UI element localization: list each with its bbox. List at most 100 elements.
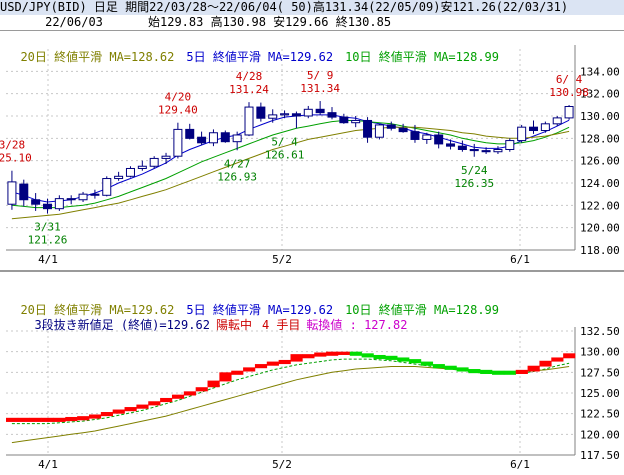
brick-up (266, 361, 279, 366)
brick-up (219, 372, 232, 382)
panel-separator (0, 270, 624, 272)
candle-up (102, 178, 112, 196)
bottom-ytick-label: 125.00 (580, 387, 620, 400)
chart-header-period: USD/JPY(BID) 日足 期間22/03/28〜22/06/04( 50)… (0, 0, 624, 16)
candle-up (517, 126, 527, 142)
top-line-ma20 (11, 126, 570, 220)
annotation-value: 121.26 (28, 234, 68, 247)
candle-down (529, 126, 539, 132)
brick-up (136, 404, 149, 409)
brick-up (53, 417, 66, 422)
bottom-xtick-label: 5/2 (272, 458, 292, 471)
candle-up (208, 132, 218, 144)
annotation-value: 126.93 (217, 170, 257, 183)
brick-up (148, 401, 161, 406)
annotation-date: 4/28 (236, 70, 263, 83)
candle-up (351, 119, 361, 124)
status-main: 3段抜き新値足 (終値)=129.62 (34, 318, 210, 332)
candle-up (540, 123, 550, 132)
brick-up (195, 387, 208, 392)
candle-up (268, 114, 278, 119)
candle-up (78, 193, 88, 201)
brick-down (480, 369, 493, 374)
annotation-date: 5/ 9 (307, 69, 334, 82)
candle-down (220, 132, 230, 143)
candle-down (197, 136, 207, 144)
brick-up (88, 414, 102, 419)
candle-up (493, 149, 503, 153)
brick-down (349, 351, 362, 356)
annotation-value: 129.40 (158, 104, 198, 117)
top-ytick-label: 120.00 (580, 222, 620, 235)
candle-down (363, 119, 373, 138)
brick-down (492, 370, 505, 375)
top-line-ma10 (11, 120, 570, 209)
brick-up (65, 416, 78, 422)
top-xtick-label: 4/1 (38, 253, 58, 266)
bottom-ytick-label: 120.00 (580, 428, 620, 441)
brick-up (527, 365, 540, 372)
brick-up (231, 370, 244, 375)
brick-down (373, 354, 386, 360)
annotation-value: 125.10 (0, 152, 32, 165)
brick-up (112, 409, 125, 414)
status-reversal: 転換値 : 127.82 (306, 318, 408, 332)
annotation-value: 130.98 (549, 86, 589, 99)
candle-up (114, 175, 124, 180)
brick-down (385, 355, 398, 360)
brick-up (243, 367, 256, 372)
bottom-xtick-label: 6/1 (510, 458, 530, 471)
brick-up (17, 417, 31, 422)
annotation-date: 3/28 (0, 139, 25, 152)
candle-down (339, 116, 349, 124)
annotation-date: 4/20 (165, 91, 192, 104)
top-xtick-label: 5/2 (272, 253, 292, 266)
brick-down (444, 365, 457, 370)
legend-ma10-bottom: 10日 終値平滑 MA=128.99 (345, 303, 499, 317)
candle-down (386, 124, 396, 129)
candle-down (434, 134, 444, 145)
brick-up (290, 354, 303, 362)
candle-up (173, 128, 183, 157)
annotation-value: 126.35 (454, 177, 494, 190)
candle-down (31, 199, 41, 205)
brick-down (361, 353, 374, 358)
candle-down (291, 113, 301, 117)
top-ytick-label: 124.00 (580, 177, 620, 190)
candle-up (7, 181, 17, 205)
brick-up (171, 394, 185, 399)
candle-down (90, 193, 100, 196)
candle-up (232, 134, 242, 143)
bottom-ma-legend: 20日 終値平滑 MA=129.62 5日 終値平滑 MA=129.62 10日 終… (6, 289, 511, 317)
top-ytick-label: 118.00 (580, 244, 620, 257)
legend-ma5-bottom: 5日 終値平滑 MA=129.62 (186, 303, 334, 317)
top-ma-legend: 20日 終値平滑 MA=128.62 5日 終値平滑 MA=129.62 10日 終… (6, 36, 511, 64)
candle-up (505, 140, 515, 150)
bottom-line-ma20 (11, 366, 570, 444)
brick-down (409, 359, 422, 364)
brick-up (160, 397, 173, 403)
current-date: 22/06/03 (45, 15, 103, 29)
top-ytick-label: 134.00 (580, 65, 620, 78)
brick-down (420, 361, 434, 366)
brick-up (551, 357, 564, 362)
top-xtick-label: 6/1 (510, 253, 530, 266)
candle-up (125, 167, 135, 177)
legend-ma5: 5日 終値平滑 MA=129.62 (186, 50, 334, 64)
candle-up (422, 134, 432, 140)
candle-down (42, 203, 52, 210)
candle-up (280, 113, 290, 116)
annotation-value: 131.34 (300, 82, 340, 95)
brick-up (337, 351, 351, 355)
brick-up (183, 391, 196, 396)
bottom-ytick-label: 132.50 (580, 325, 620, 338)
candle-down (446, 143, 456, 147)
brick-up (254, 364, 268, 369)
brick-up (515, 369, 528, 374)
brick-up (29, 417, 42, 422)
brick-down (503, 370, 517, 375)
brick-up (326, 351, 339, 356)
candle-up (244, 106, 254, 136)
brick-down (456, 367, 469, 372)
